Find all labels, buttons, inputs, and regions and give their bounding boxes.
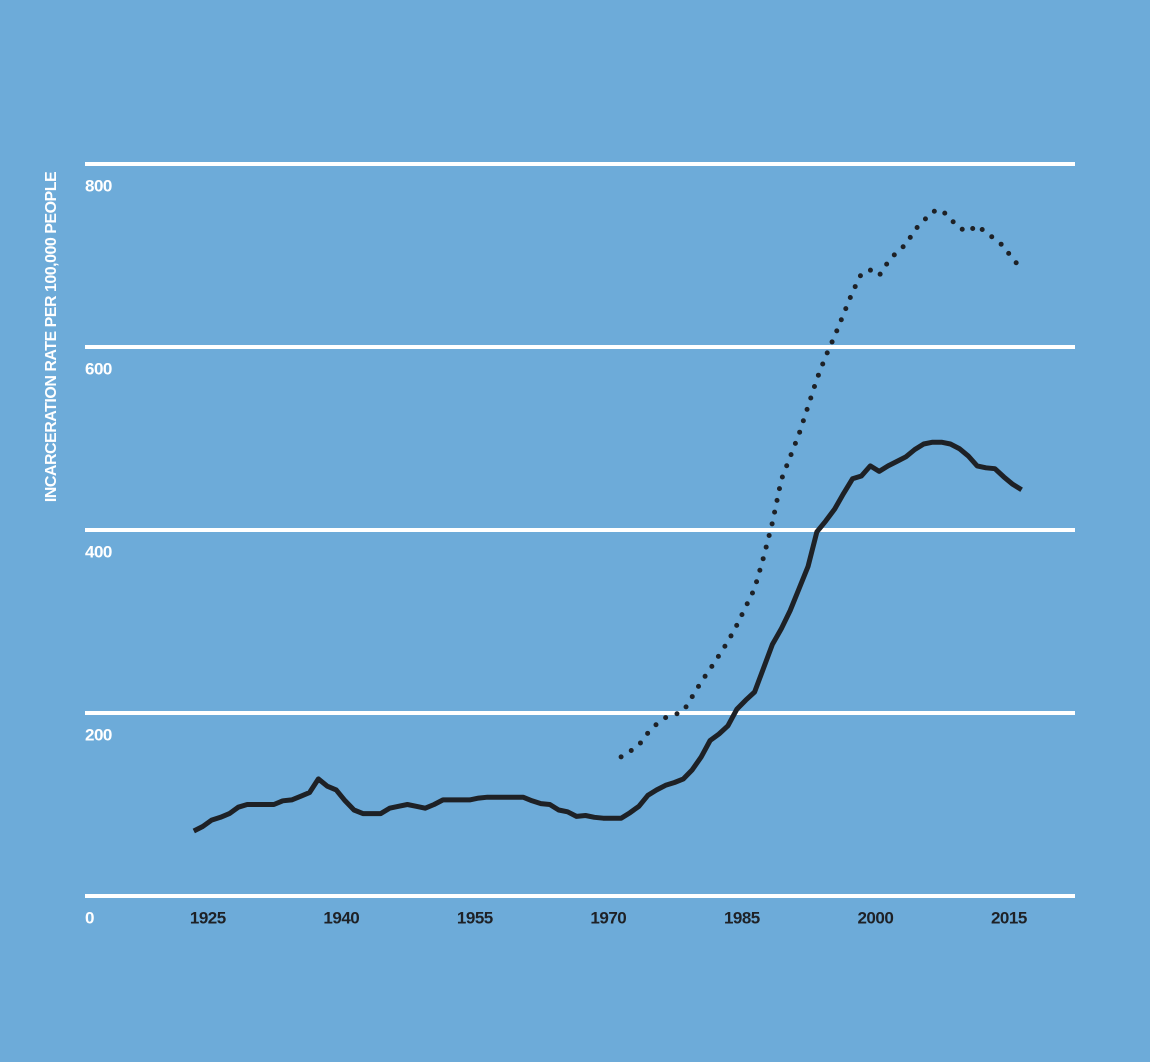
line-series xyxy=(618,207,1025,760)
line-series xyxy=(192,439,1023,834)
y-tick-label: 800 xyxy=(85,176,112,195)
x-tick-label: 2015 xyxy=(991,908,1027,927)
y-tick-label: 600 xyxy=(85,359,112,378)
x-tick-label: 1970 xyxy=(590,908,626,927)
y-tick-label: 200 xyxy=(85,725,112,744)
y-tick-label: 0 xyxy=(85,908,94,927)
x-tick-label: 2000 xyxy=(857,908,893,927)
y-tick-label: 400 xyxy=(85,542,112,561)
x-tick-label: 1940 xyxy=(323,908,359,927)
x-tick-label: 1955 xyxy=(457,908,493,927)
y-axis-label: INCARCERATION RATE PER 100,000 PEOPLE xyxy=(43,171,60,502)
x-tick-label: 1985 xyxy=(724,908,760,927)
x-tick-label: 1925 xyxy=(190,908,226,927)
